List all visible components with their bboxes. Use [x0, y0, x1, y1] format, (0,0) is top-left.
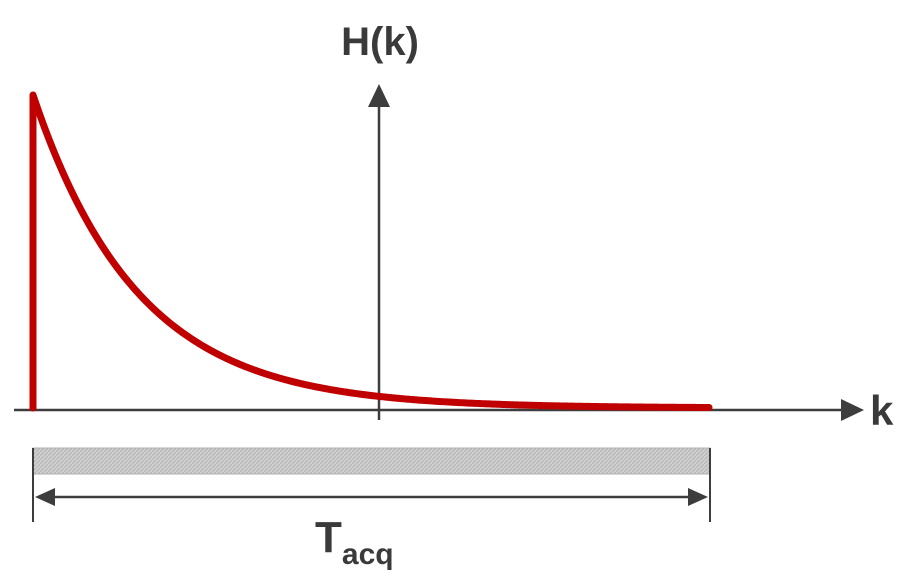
- y-axis-label: H(k): [341, 20, 419, 64]
- decay-curve: [29, 91, 713, 412]
- acquisition-window-bar: [32, 447, 711, 475]
- interval-arrowhead-right: [688, 488, 708, 506]
- interval-label-subscript: acq: [342, 538, 394, 571]
- interval-label: Tacq: [315, 513, 394, 571]
- y-axis-arrowhead: [368, 84, 390, 107]
- interval-label-main: T: [315, 513, 342, 562]
- interval-arrowhead-left: [35, 488, 55, 506]
- x-axis-arrowhead: [841, 399, 864, 421]
- x-axis-label: k: [870, 387, 894, 434]
